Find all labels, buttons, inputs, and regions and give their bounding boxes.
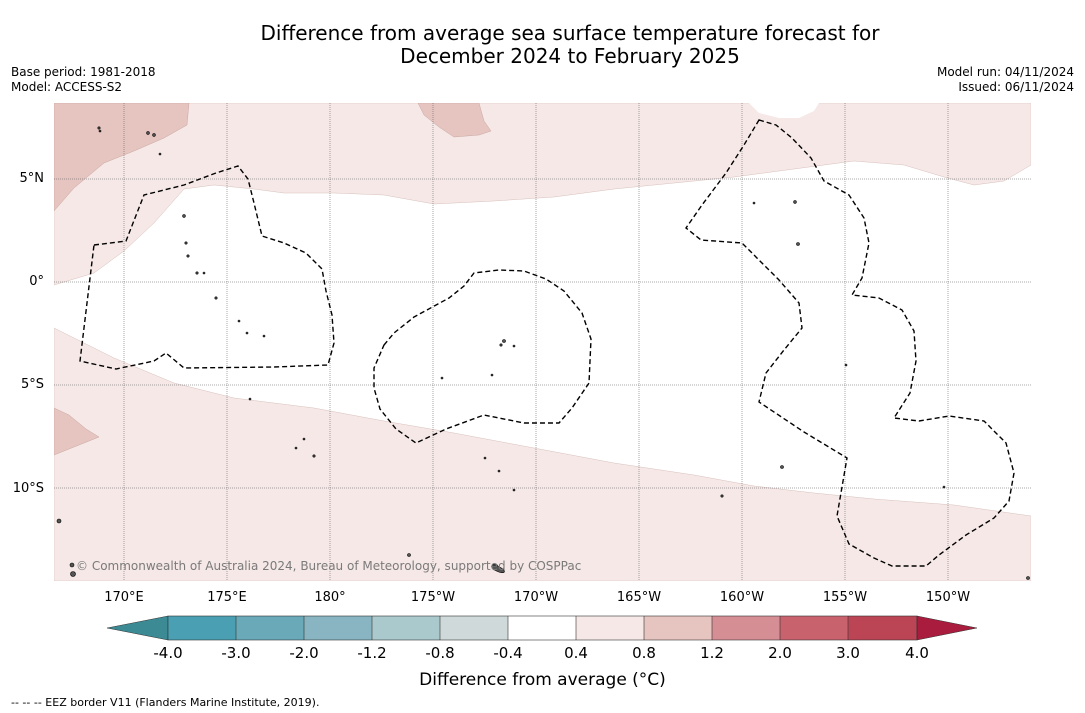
title-line-2: December 2024 to February 2025 (400, 44, 740, 68)
lon-label-165w: 165°W (616, 590, 662, 605)
colorbar-segment (780, 616, 848, 640)
model-run-date: Model run: 04/11/2024 (936, 65, 1074, 79)
colorbar-segment (304, 616, 372, 640)
lat-label-0: 0° (29, 274, 44, 289)
issued-date: Issued: 06/11/2024 (958, 80, 1074, 94)
chart-title: Difference from average sea surface temp… (0, 22, 1085, 68)
eez-border-tokelau-phoenix (373, 269, 592, 444)
colorbar-tick: -1.2 (357, 644, 387, 662)
metadata-left: Base period: 1981-2018 Model: ACCESS-S2 (11, 65, 156, 95)
base-period: Base period: 1981-2018 (11, 65, 156, 79)
anomaly-region-northwest (54, 103, 190, 212)
colorbar-tick: 3.0 (836, 644, 860, 662)
colorbar-segment (644, 616, 712, 640)
colorbar-segment (848, 616, 917, 640)
lon-label-150w: 150°W (925, 590, 971, 605)
eez-border-kiribati-gilbert (79, 165, 335, 370)
colorbar-segment (168, 616, 236, 640)
colorbar-tick: -0.8 (425, 644, 455, 662)
metadata-right: Model run: 04/11/2024 Issued: 06/11/2024 (937, 65, 1074, 95)
colorbar-tick: 4.0 (905, 644, 929, 662)
colorbar-tick: -2.0 (289, 644, 319, 662)
lon-label-175e: 175°E (207, 590, 247, 605)
islands (56, 126, 1030, 580)
colorbar-segment (576, 616, 644, 640)
colorbar-extend-low (107, 615, 169, 641)
anomaly-region-southwest (54, 407, 100, 456)
gridlines (54, 103, 1031, 581)
lon-label-160w: 160°W (719, 590, 765, 605)
colorbar-tick: -4.0 (153, 644, 183, 662)
lon-label-155w: 155°W (822, 590, 868, 605)
lat-label-5s: 5°S (20, 377, 44, 392)
model-name: Model: ACCESS-S2 (11, 80, 123, 94)
lat-label-10s: 10°S (12, 481, 44, 496)
colorbar-tick: 1.2 (700, 644, 724, 662)
colorbar-tick: -0.4 (493, 644, 523, 662)
colorbar-tick: -3.0 (221, 644, 251, 662)
lon-label-175w: 175°W (410, 590, 456, 605)
colorbar-label: Difference from average (°C) (419, 670, 666, 690)
colorbar-segment (236, 616, 304, 640)
lat-label-5n: 5°N (19, 171, 45, 186)
lon-label-170w: 170°W (513, 590, 559, 605)
colorbar-segment (712, 616, 780, 640)
colorbar (107, 615, 978, 641)
colorbar-tick: 2.0 (768, 644, 792, 662)
eez-borders (79, 119, 1015, 567)
sst-anomaly-map (54, 103, 1031, 581)
colorbar-dividers (235, 616, 849, 640)
colorbar-extend-high (916, 615, 978, 641)
colorbar-tick: 0.8 (632, 644, 656, 662)
lon-label-180: 180° (314, 590, 346, 605)
colorbar-segment (508, 616, 576, 640)
colorbar-outline (167, 615, 918, 641)
eez-legend: -- -- -- EEZ border V11 (Flanders Marine… (11, 696, 320, 709)
colorbar-segment (440, 616, 508, 640)
lon-label-170e: 170°E (104, 590, 144, 605)
eez-border-line-islands (685, 119, 1015, 567)
anomaly-region-north-small (417, 103, 492, 138)
title-line-1: Difference from average sea surface temp… (260, 21, 880, 45)
colorbar-tick: 0.4 (564, 644, 588, 662)
colorbar-segment (372, 616, 440, 640)
white-cut-north (749, 103, 819, 118)
anomaly-region-south (54, 327, 1031, 581)
anomaly-region-north (54, 103, 1031, 286)
copyright-notice: © Commonwealth of Australia 2024, Bureau… (76, 559, 582, 573)
